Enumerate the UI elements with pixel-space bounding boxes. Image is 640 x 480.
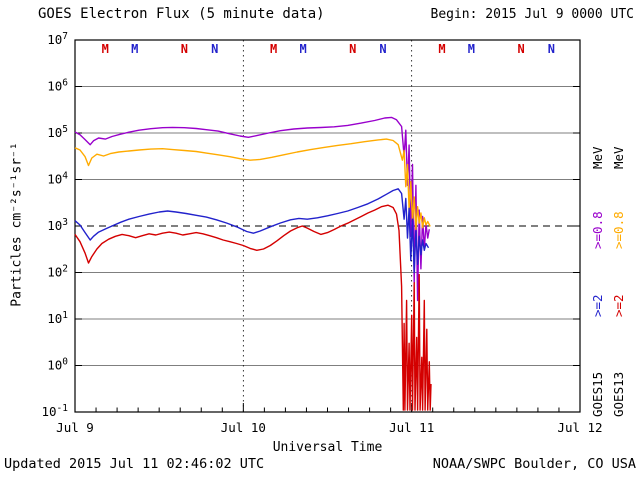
satellite-marker-n: N — [211, 42, 218, 56]
y-tick-label: 107 — [47, 31, 68, 47]
satellite-marker-m: M — [102, 42, 109, 56]
y-tick-label: 105 — [47, 124, 68, 140]
x-axis-label: Universal Time — [272, 440, 383, 455]
plot-border — [74, 39, 581, 413]
legend-column-goes15: GOES15>=2>=0.8MeV — [590, 146, 605, 417]
satellite-marker-m: M — [468, 42, 475, 56]
satellite-marker-n: N — [379, 42, 386, 56]
x-tick-label: Jul 12 — [557, 420, 602, 435]
series-goes15-2-mev — [74, 188, 430, 274]
satellite-marker-n: N — [181, 42, 188, 56]
x-tick-label: Jul 9 — [56, 420, 94, 435]
begin-time-label: Begin: 2015 Jul 9 0000 UTC — [430, 7, 635, 22]
satellite-marker-m: M — [438, 42, 445, 56]
updated-timestamp: Updated 2015 Jul 11 02:46:02 UTC — [4, 456, 265, 472]
x-tick-label: Jul 10 — [221, 420, 266, 435]
x-tick-label: Jul 11 — [389, 420, 434, 435]
satellite-marker-m: M — [299, 42, 306, 56]
y-tick-label: 102 — [47, 264, 68, 280]
legend-column-goes13: GOES13>=2>=0.8MeV — [611, 146, 626, 417]
y-tick-label: 101 — [47, 310, 68, 326]
y-tick-label: 104 — [47, 171, 68, 187]
series-goes13-2-mev — [74, 204, 432, 411]
y-tick-label: 103 — [47, 217, 68, 233]
y-axis-label: Particles cm⁻²s⁻¹sr⁻¹ — [9, 142, 25, 307]
satellite-marker-m: M — [131, 42, 138, 56]
satellite-marker-n: N — [349, 42, 356, 56]
series-goes13-0-8-mev — [74, 138, 431, 231]
satellite-marker-n: N — [548, 42, 555, 56]
satellite-marker-m: M — [270, 42, 277, 56]
y-tick-label: 100 — [47, 357, 68, 373]
credit-label: NOAA/SWPC Boulder, CO USA — [432, 456, 636, 472]
y-tick-label: 10-1 — [41, 403, 68, 419]
satellite-marker-n: N — [517, 42, 524, 56]
chart-title: GOES Electron Flux (5 minute data) — [38, 6, 325, 22]
y-tick-label: 106 — [47, 78, 68, 94]
